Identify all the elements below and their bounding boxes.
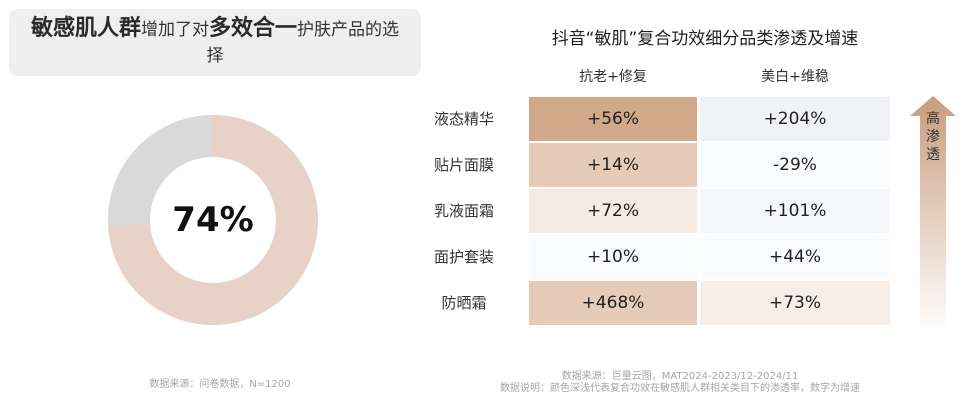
donut-svg: [108, 115, 318, 325]
headline-part4: 护肤产品的选择: [206, 20, 400, 66]
heatmap-cell: +73%: [700, 281, 890, 325]
heatmap-cell: +468%: [529, 281, 697, 325]
heatmap-cell: -29%: [700, 143, 890, 187]
headline-part2: 增加了对: [141, 20, 209, 40]
row-label-sunscreen: 防晒霜: [441, 294, 487, 312]
right-source-note: 数据来源：巨量云图，MAT2024-2023/12-2024/11 数据说明：颜…: [470, 371, 890, 395]
donut-value-arc: [108, 115, 318, 325]
heatmap-cell: +14%: [529, 143, 697, 187]
arrow-label: 高渗透: [910, 110, 956, 164]
headline: 敏感肌人群增加了对多效合一护肤产品的选择: [25, 16, 405, 69]
right-source-line2: 数据说明：颜色深浅代表复合功效在敏感肌人群相关类目下的渗透率，数字为增速: [500, 383, 860, 394]
penetration-arrow: 高渗透: [910, 96, 956, 334]
heatmap-cell: +204%: [700, 97, 890, 141]
arrow-up-icon: [910, 96, 956, 334]
column-header-anti-aging: 抗老+修复: [579, 69, 647, 85]
donut-value-label: 74%: [172, 200, 254, 240]
row-label-skincare-set: 面护套装: [433, 248, 494, 266]
donut-chart: 74%: [108, 115, 318, 325]
heatmap-cell: +101%: [700, 189, 890, 233]
column-header-whitening: 美白+维稳: [761, 69, 829, 85]
row-label-sheet-mask: 贴片面膜: [433, 156, 494, 174]
arrow-label-text: 高渗透: [926, 111, 940, 163]
chart-title: 抖音“敏肌”复合功效细分品类渗透及增速: [551, 29, 859, 49]
row-label-lotion-cream: 乳液面霜: [433, 202, 494, 220]
heatmap-cell: +56%: [529, 97, 697, 141]
right-source-line1: 数据来源：巨量云图，MAT2024-2023/12-2024/11: [561, 371, 799, 382]
heatmap-cell: +72%: [529, 189, 697, 233]
row-label-essence: 液态精华: [433, 110, 494, 128]
heatmap-cell: +10%: [529, 235, 697, 279]
left-source-note: 数据来源：问卷数据，N=1200: [149, 379, 291, 390]
headline-part3: 多效合一: [209, 16, 298, 41]
headline-part1: 敏感肌人群: [30, 16, 141, 41]
title-box: 敏感肌人群增加了对多效合一护肤产品的选择: [9, 9, 421, 76]
heatmap-cell: +44%: [700, 235, 890, 279]
